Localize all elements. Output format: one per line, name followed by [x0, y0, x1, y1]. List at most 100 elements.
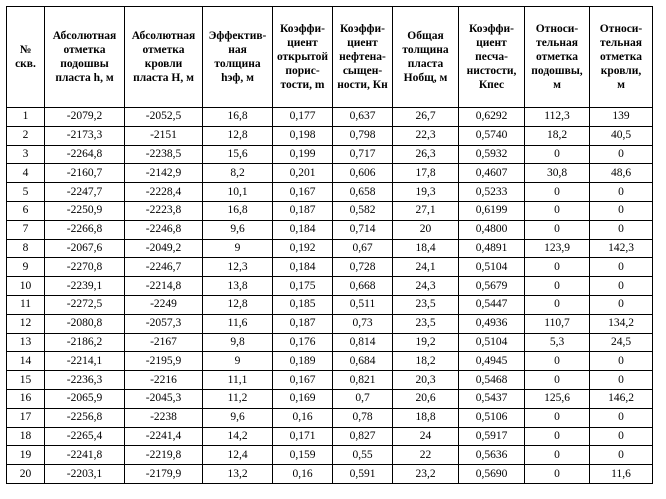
well-number-cell: 14 [6, 351, 45, 372]
table-cell: 40,5 [589, 125, 653, 146]
table-cell: -2214,1 [44, 351, 125, 372]
table-cell: 0,637 [332, 107, 393, 127]
table-cell: 0,6199 [458, 200, 525, 221]
table-cell: 0 [524, 370, 590, 390]
table-cell: 24,3 [392, 276, 459, 296]
table-cell: 0 [589, 445, 653, 466]
table-cell: 27,1 [392, 200, 459, 221]
header-row: № скв. Абсолютная отметка подошвы пласта … [6, 6, 653, 108]
table-cell: 0 [524, 200, 590, 221]
column-header: Эффектив- ная толщина hэф, м [202, 6, 273, 108]
table-cell: 26,3 [392, 144, 459, 165]
table-cell: 0 [589, 426, 653, 447]
table-cell: 0,184 [272, 219, 333, 240]
table-cell: 110,7 [524, 313, 590, 334]
table-cell: 0,16 [272, 464, 333, 484]
table-cell: 22,3 [392, 125, 459, 146]
table-cell: 0,5104 [458, 332, 525, 353]
table-cell: 0,5679 [458, 276, 525, 296]
well-number-cell: 13 [6, 332, 45, 353]
column-header: Абсолютная отметка кровли пласта H, м [124, 6, 203, 108]
well-data-table: № скв. Абсолютная отметка подошвы пласта … [6, 6, 653, 484]
table-cell: -2067,6 [44, 238, 125, 259]
table-cell: -2247,7 [44, 182, 125, 202]
table-cell: -2151 [124, 125, 203, 146]
table-cell: 16,8 [202, 200, 273, 221]
table-cell: 0,5636 [458, 445, 525, 466]
table-cell: 13,8 [202, 276, 273, 296]
table-cell: 0,511 [332, 294, 393, 315]
table-cell: 0,714 [332, 219, 393, 240]
table-cell: 0 [589, 351, 653, 372]
table-cell: -2142,9 [124, 163, 203, 184]
table-cell: -2219,8 [124, 445, 203, 466]
table-cell: 0,5233 [458, 182, 525, 202]
well-number-cell: 11 [6, 294, 45, 315]
table-cell: -2246,7 [124, 257, 203, 278]
table-row: 15 -2236,3 -2216 11,1 0,167 0,821 20,3 0,5468 0 0 [6, 370, 653, 390]
table-cell: 0,187 [272, 200, 333, 221]
well-number-cell: 15 [6, 370, 45, 390]
table-cell: 0,684 [332, 351, 393, 372]
table-cell: 8,2 [202, 163, 273, 184]
table-cell: 0,5106 [458, 407, 525, 428]
table-cell: 0,5917 [458, 426, 525, 447]
table-cell: 0,16 [272, 407, 333, 428]
table-cell: 0 [524, 407, 590, 428]
table-cell: -2203,1 [44, 464, 125, 484]
table-cell: -2238,5 [124, 144, 203, 165]
table-cell: 23,2 [392, 464, 459, 484]
table-row: 6 -2250,9 -2223,8 16,8 0,187 0,582 27,1 0,6199 0… [6, 200, 653, 221]
table-cell: 23,5 [392, 294, 459, 315]
table-cell: 0,5468 [458, 370, 525, 390]
table-cell: 0,7 [332, 388, 393, 409]
table-cell: -2214,8 [124, 276, 203, 296]
table-cell: -2045,3 [124, 388, 203, 409]
table-row: 3 -2264,8 -2238,5 15,6 0,199 0,717 26,3 0,5932 0… [6, 144, 653, 165]
table-cell: -2179,9 [124, 464, 203, 484]
table-cell: 0,606 [332, 163, 393, 184]
table-row: 12 -2080,8 -2057,3 11,6 0,187 0,73 23,5 0,4936 1… [6, 313, 653, 334]
table-cell: 0 [589, 182, 653, 202]
table-row: 18 -2265,4 -2241,4 14,2 0,171 0,827 24 0,5917 0 0 [6, 426, 653, 447]
well-number-cell: 18 [6, 426, 45, 447]
table-cell: 22 [392, 445, 459, 466]
table-cell: 11,6 [589, 464, 653, 484]
table-cell: 30,8 [524, 163, 590, 184]
table-cell: -2167 [124, 332, 203, 353]
table-cell: -2270,8 [44, 257, 125, 278]
table-cell: 11,6 [202, 313, 273, 334]
table-cell: -2238 [124, 407, 203, 428]
table-cell: 0 [524, 219, 590, 240]
table-cell: 0,175 [272, 276, 333, 296]
table-row: 5 -2247,7 -2228,4 10,1 0,167 0,658 19,3 0,5233 0… [6, 182, 653, 202]
table-cell: -2236,3 [44, 370, 125, 390]
column-header: Коэффи- циент открытой порис- тости, m [272, 6, 333, 108]
table-cell: -2049,2 [124, 238, 203, 259]
table-cell: 9,6 [202, 407, 273, 428]
table-row: 10 -2239,1 -2214,8 13,8 0,175 0,668 24,3 0,5679… [6, 276, 653, 296]
table-row: 20 -2203,1 -2179,9 13,2 0,16 0,591 23,2 0,5690 0… [6, 464, 653, 484]
table-cell: 19,2 [392, 332, 459, 353]
table-cell: 0 [524, 257, 590, 278]
table-cell: 0,55 [332, 445, 393, 466]
table-cell: 0,176 [272, 332, 333, 353]
table-cell: 5,3 [524, 332, 590, 353]
column-header: Относи- тельная отметка кровли, м [589, 6, 653, 108]
table-cell: 139 [589, 107, 653, 127]
table-cell: 0,4800 [458, 219, 525, 240]
well-number-cell: 7 [6, 219, 45, 240]
table-row: 17 -2256,8 -2238 9,6 0,16 0,78 18,8 0,5106 0 0 [6, 407, 653, 428]
table-cell: 0,582 [332, 200, 393, 221]
table-cell: 125,6 [524, 388, 590, 409]
table-cell: -2266,8 [44, 219, 125, 240]
table-cell: 0 [524, 464, 590, 484]
table-cell: 0 [589, 219, 653, 240]
table-cell: 24,5 [589, 332, 653, 353]
table-cell: 0 [524, 182, 590, 202]
table-cell: 18,2 [524, 125, 590, 146]
table-cell: 0,192 [272, 238, 333, 259]
table-cell: 15,6 [202, 144, 273, 165]
table-cell: 0,177 [272, 107, 333, 127]
